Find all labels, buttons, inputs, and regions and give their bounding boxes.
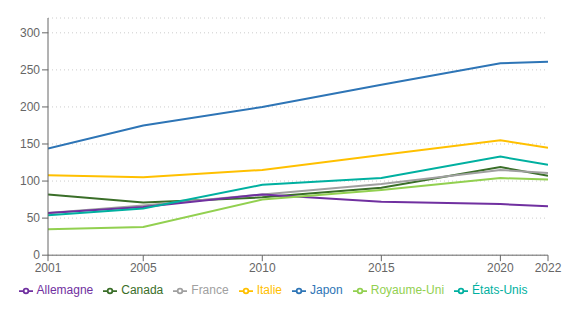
svg-text:250: 250 <box>20 63 40 77</box>
svg-text:2010: 2010 <box>249 261 276 275</box>
svg-text:2022: 2022 <box>535 261 562 275</box>
html-text:Italie: Italie <box>256 283 282 298</box>
svg-text:2005: 2005 <box>130 261 157 275</box>
html-text:Royaume-Uni: Royaume-Uni <box>370 283 445 298</box>
svg-text:2001: 2001 <box>35 261 62 275</box>
html-text:Japon: Japon <box>310 283 343 298</box>
svg-text:2020: 2020 <box>487 261 514 275</box>
html-text:Canada: Canada <box>121 283 164 298</box>
svg-text:300: 300 <box>20 26 40 40</box>
html-text:France: France <box>191 283 229 298</box>
svg-text:200: 200 <box>20 100 40 114</box>
svg-text:100: 100 <box>20 174 40 188</box>
html-text:États-Unis: États-Unis <box>472 283 528 298</box>
html-text:Allemagne: Allemagne <box>36 283 94 298</box>
svg-text:50: 50 <box>27 211 41 225</box>
svg-text:150: 150 <box>20 137 40 151</box>
svg-text:2015: 2015 <box>368 261 395 275</box>
svg-text:0: 0 <box>33 248 40 262</box>
